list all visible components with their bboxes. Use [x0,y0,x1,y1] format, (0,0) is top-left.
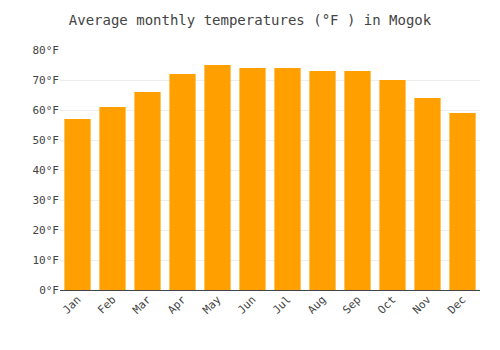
svg-text:Feb: Feb [95,293,118,316]
svg-text:Jun: Jun [235,293,258,316]
svg-text:Average monthly temperatures (: Average monthly temperatures (°F ) in Mo… [69,12,432,28]
svg-text:80°F: 80°F [33,44,60,57]
svg-text:Jan: Jan [60,293,83,316]
svg-text:Apr: Apr [165,293,189,317]
svg-text:60°F: 60°F [33,104,60,117]
svg-text:Dec: Dec [445,293,468,316]
svg-text:20°F: 20°F [33,224,60,237]
svg-text:30°F: 30°F [33,194,60,207]
svg-text:70°F: 70°F [33,74,60,87]
svg-text:May: May [200,293,224,317]
svg-text:Jul: Jul [270,293,293,316]
svg-text:40°F: 40°F [33,164,60,177]
svg-text:Aug: Aug [305,293,328,316]
svg-text:Nov: Nov [410,293,434,317]
svg-text:Oct: Oct [375,293,398,316]
svg-text:50°F: 50°F [33,134,60,147]
svg-text:0°F: 0°F [39,284,59,297]
svg-text:Sep: Sep [340,293,363,316]
svg-text:Mar: Mar [130,293,154,317]
svg-text:10°F: 10°F [33,254,60,267]
